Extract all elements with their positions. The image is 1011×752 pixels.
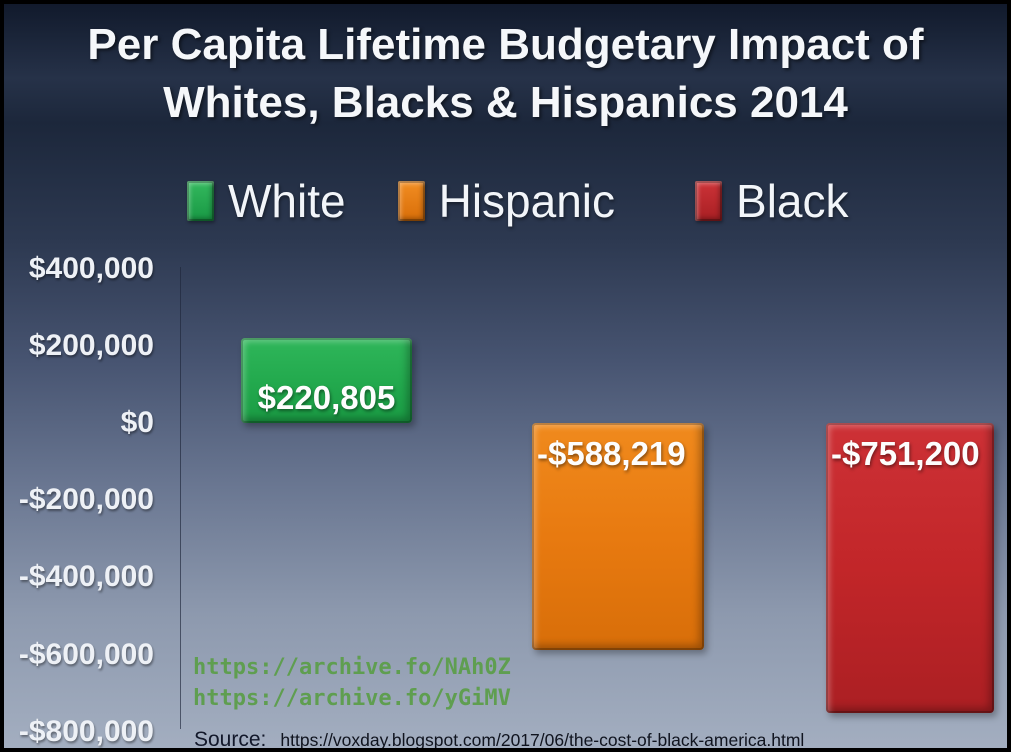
legend-label-black: Black xyxy=(736,175,849,227)
bar-hispanic-value-label: -$588,219 xyxy=(537,435,686,472)
bar-white-value-label: $220,805 xyxy=(257,378,396,416)
source-url-link[interactable]: https://voxday.blogspot.com/2017/06/the-… xyxy=(280,730,805,750)
ytick-400000: $400,000 xyxy=(28,251,154,285)
bar-white: $220,805 xyxy=(241,337,412,423)
ytick-neg800000: -$800,000 xyxy=(18,714,154,748)
ytick-neg400000: -$400,000 xyxy=(18,560,154,594)
source-line: Source: https://voxday.blogspot.com/2017… xyxy=(194,728,805,751)
archive-link-1[interactable]: https://archive.fo/NAh0Z xyxy=(193,655,511,680)
chart-title: Per Capita Lifetime Budgetary Impact of … xyxy=(4,16,1007,132)
legend: White Hispanic Black xyxy=(187,174,849,228)
hispanic-swatch-icon xyxy=(397,181,425,221)
legend-item-black: Black xyxy=(695,174,849,228)
archive-link-2[interactable]: https://archive.fo/yGiMV xyxy=(193,686,511,711)
legend-label-white: White xyxy=(228,175,346,227)
ytick-200000: $200,000 xyxy=(28,328,154,362)
legend-label-hispanic: Hispanic xyxy=(438,175,616,227)
white-swatch-icon xyxy=(187,181,214,221)
bar-black: -$751,200 xyxy=(826,423,994,713)
legend-item-white: White xyxy=(187,174,346,228)
ytick-neg200000: -$200,000 xyxy=(18,483,154,517)
bar-black-value-label: -$751,200 xyxy=(831,435,980,472)
source-label: Source: xyxy=(194,728,267,751)
y-axis-line xyxy=(180,267,181,729)
chart-title-line2: Whites, Blacks & Hispanics 2014 xyxy=(163,78,848,127)
ytick-neg600000: -$600,000 xyxy=(18,637,154,671)
ytick-0: $0 xyxy=(120,406,154,439)
archive-links: https://archive.fo/NAh0Z https://archive… xyxy=(193,652,511,714)
legend-item-hispanic: Hispanic xyxy=(397,174,616,228)
bar-hispanic: -$588,219 xyxy=(532,423,704,651)
black-swatch-icon xyxy=(695,181,723,221)
chart-title-line1: Per Capita Lifetime Budgetary Impact of xyxy=(87,20,924,69)
